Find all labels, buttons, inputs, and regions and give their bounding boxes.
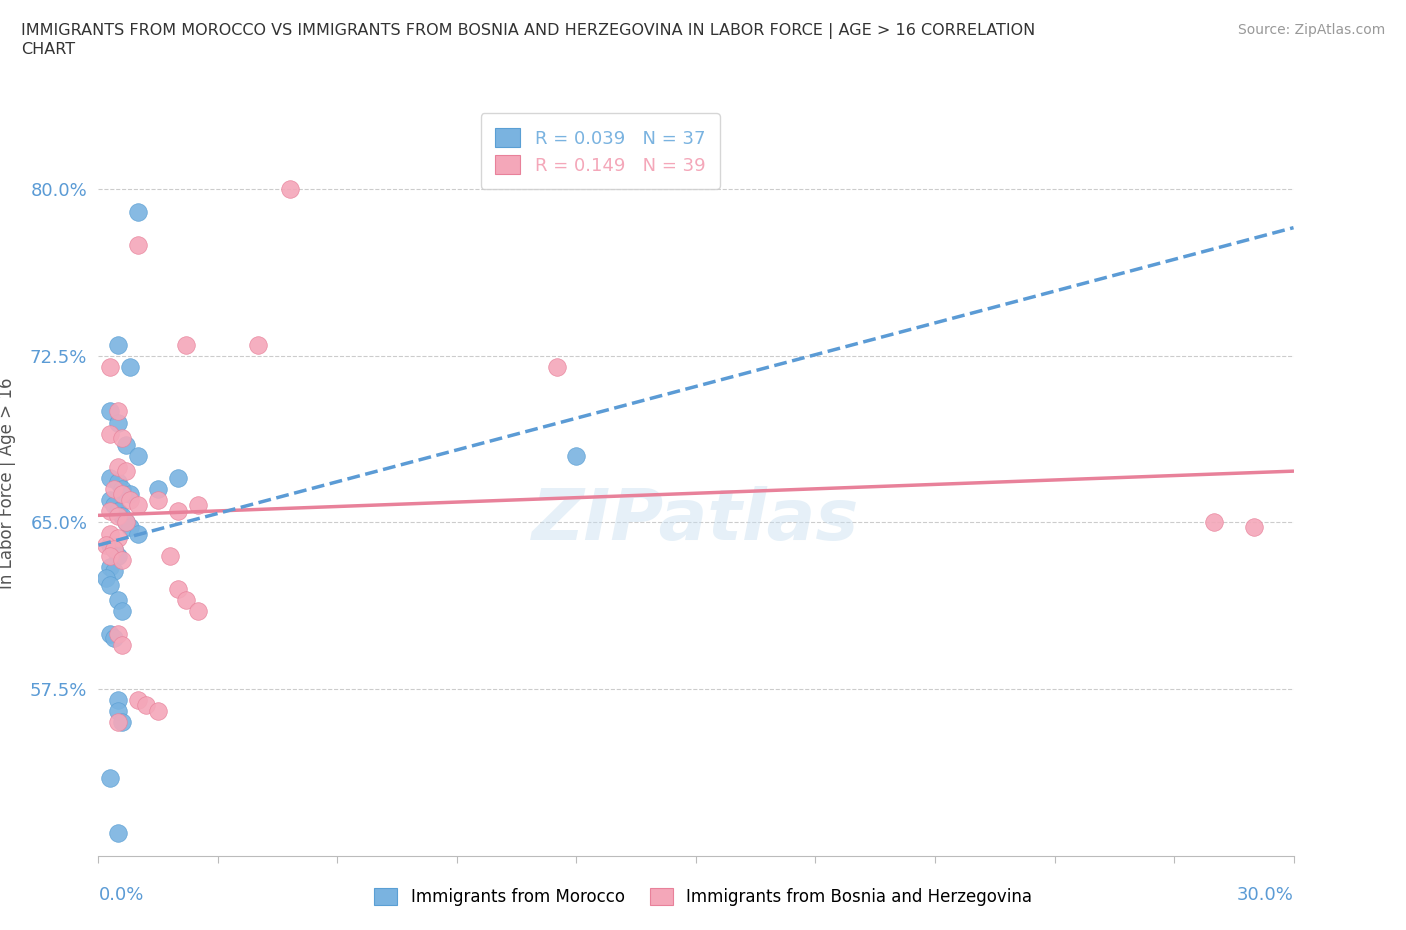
Point [127, 526, 149, 541]
Point [120, 360, 142, 375]
Point [115, 515, 138, 530]
Point [159, 549, 181, 564]
Point [103, 631, 125, 645]
Point [174, 592, 197, 607]
Point [120, 493, 142, 508]
Legend: R = 0.039   N = 37, R = 0.149   N = 39: R = 0.039 N = 37, R = 0.149 N = 39 [481, 113, 720, 189]
Point [127, 498, 149, 512]
Point [98, 770, 122, 785]
Point [120, 520, 142, 535]
Point [107, 693, 129, 708]
Point [187, 498, 209, 512]
Point [107, 509, 129, 524]
Point [107, 404, 129, 418]
Point [107, 549, 129, 564]
Point [127, 237, 149, 252]
Text: ZIPatlas: ZIPatlas [533, 486, 859, 555]
Point [107, 704, 129, 719]
Point [1202, 515, 1225, 530]
Point [115, 437, 138, 452]
Point [98, 526, 122, 541]
Point [148, 482, 170, 497]
Point [167, 581, 190, 596]
Point [148, 493, 170, 508]
Point [98, 493, 122, 508]
Point [96, 538, 118, 552]
Y-axis label: In Labor Force | Age > 16: In Labor Force | Age > 16 [0, 378, 15, 590]
Point [98, 404, 122, 418]
Point [111, 431, 134, 445]
Point [96, 570, 118, 585]
Point [115, 515, 138, 530]
Point [135, 698, 157, 712]
Point [127, 204, 149, 219]
Legend: Immigrants from Morocco, Immigrants from Bosnia and Herzegovina: Immigrants from Morocco, Immigrants from… [367, 881, 1039, 912]
Point [127, 448, 149, 463]
Point [103, 498, 125, 512]
Point [98, 549, 122, 564]
Text: 30.0%: 30.0% [1237, 886, 1294, 904]
Point [107, 592, 129, 607]
Point [107, 459, 129, 474]
Point [98, 626, 122, 641]
Point [107, 826, 129, 841]
Point [98, 560, 122, 575]
Text: 0.0%: 0.0% [98, 886, 143, 904]
Point [98, 426, 122, 441]
Point [107, 531, 129, 546]
Point [246, 338, 269, 352]
Point [111, 637, 134, 652]
Point [98, 360, 122, 375]
Point [107, 415, 129, 430]
Point [107, 504, 129, 519]
Point [111, 552, 134, 567]
Point [107, 475, 129, 490]
Point [103, 564, 125, 578]
Point [103, 482, 125, 497]
Point [546, 360, 568, 375]
Point [107, 626, 129, 641]
Point [167, 504, 190, 519]
Text: IMMIGRANTS FROM MOROCCO VS IMMIGRANTS FROM BOSNIA AND HERZEGOVINA IN LABOR FORCE: IMMIGRANTS FROM MOROCCO VS IMMIGRANTS FR… [21, 23, 1035, 57]
Point [148, 704, 170, 719]
Point [103, 541, 125, 556]
Point [111, 486, 134, 501]
Point [174, 338, 197, 352]
Point [278, 182, 301, 197]
Point [565, 448, 588, 463]
Point [115, 464, 138, 479]
Point [111, 604, 134, 618]
Point [111, 482, 134, 497]
Point [98, 578, 122, 592]
Point [111, 715, 134, 730]
Point [167, 471, 190, 485]
Point [187, 604, 209, 618]
Point [98, 471, 122, 485]
Point [120, 486, 142, 501]
Point [103, 541, 125, 556]
Text: Source: ZipAtlas.com: Source: ZipAtlas.com [1237, 23, 1385, 37]
Point [98, 538, 122, 552]
Point [1243, 520, 1265, 535]
Point [111, 509, 134, 524]
Point [98, 504, 122, 519]
Point [127, 693, 149, 708]
Point [107, 715, 129, 730]
Point [107, 338, 129, 352]
